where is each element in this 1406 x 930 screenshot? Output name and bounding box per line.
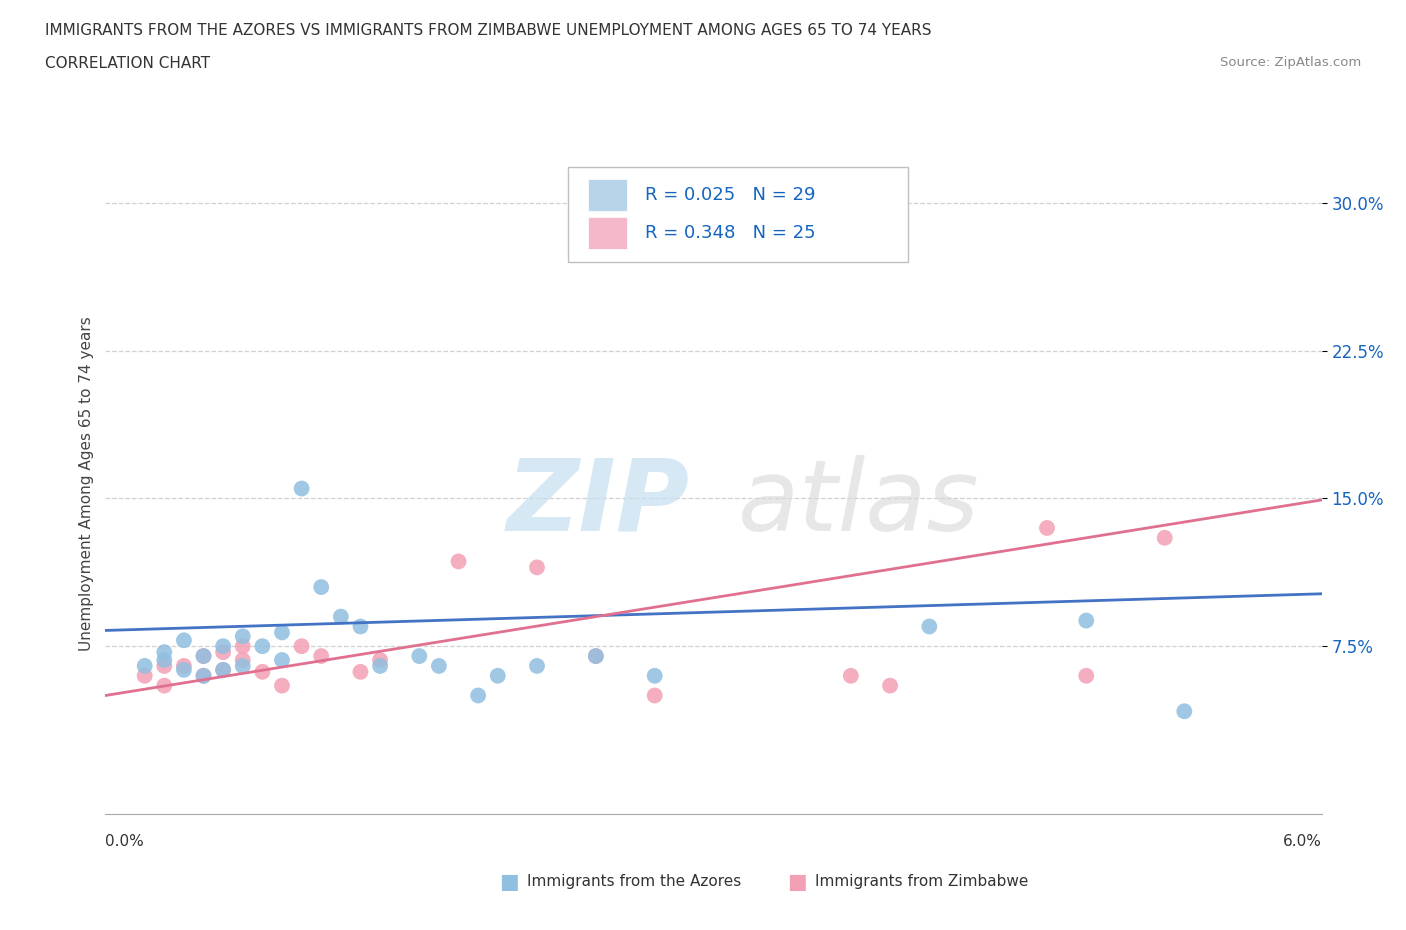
Bar (588, 217, 627, 248)
Point (252, 639, 274, 654)
Point (212, 639, 235, 654)
Text: R = 0.025   N = 29: R = 0.025 N = 29 (645, 186, 815, 204)
Point (368, 658, 391, 673)
Point (232, 653, 254, 668)
Point (1173, 704, 1195, 719)
Point (212, 662, 235, 677)
Point (349, 619, 371, 634)
Point (193, 648, 215, 663)
Point (212, 644, 235, 659)
Point (585, 648, 607, 663)
Point (585, 648, 607, 663)
Point (1036, 521, 1059, 536)
Point (839, 669, 862, 684)
Point (329, 609, 352, 624)
Text: 6.0%: 6.0% (1282, 834, 1322, 849)
Point (526, 658, 548, 673)
Point (879, 678, 901, 693)
Point (173, 632, 195, 647)
Point (173, 658, 195, 673)
Point (644, 688, 666, 703)
Point (309, 648, 332, 663)
Text: atlas: atlas (738, 455, 980, 551)
Text: Source: ZipAtlas.com: Source: ZipAtlas.com (1220, 56, 1361, 69)
Point (1076, 613, 1098, 628)
Point (173, 662, 195, 677)
Text: IMMIGRANTS FROM THE AZORES VS IMMIGRANTS FROM ZIMBABWE UNEMPLOYMENT AMONG AGES 6: IMMIGRANTS FROM THE AZORES VS IMMIGRANTS… (45, 23, 932, 38)
Point (153, 644, 176, 659)
Point (1153, 530, 1175, 545)
Text: CORRELATION CHART: CORRELATION CHART (45, 56, 209, 71)
Text: Immigrants from the Azores: Immigrants from the Azores (527, 874, 741, 889)
Text: R = 0.348   N = 25: R = 0.348 N = 25 (645, 224, 815, 242)
Point (134, 658, 156, 673)
Point (153, 658, 176, 673)
Point (486, 669, 509, 684)
Point (153, 653, 176, 668)
Bar (588, 179, 627, 211)
Point (291, 481, 314, 496)
Point (193, 669, 215, 684)
Text: 0.0%: 0.0% (105, 834, 145, 849)
Text: ■: ■ (499, 871, 519, 892)
Y-axis label: Unemployment Among Ages 65 to 74 years: Unemployment Among Ages 65 to 74 years (79, 316, 94, 651)
Point (271, 625, 294, 640)
Point (526, 560, 548, 575)
Point (232, 639, 254, 654)
Text: ■: ■ (787, 871, 807, 892)
Text: ZIP: ZIP (506, 455, 689, 551)
Point (368, 653, 391, 668)
Point (252, 664, 274, 679)
Point (271, 678, 294, 693)
Point (271, 653, 294, 668)
Point (309, 579, 332, 594)
Point (467, 688, 489, 703)
Point (232, 629, 254, 644)
Point (232, 658, 254, 673)
Point (447, 554, 470, 569)
Point (918, 619, 941, 634)
FancyBboxPatch shape (568, 166, 908, 262)
Point (408, 648, 430, 663)
Point (291, 639, 314, 654)
Point (193, 669, 215, 684)
Point (1076, 669, 1098, 684)
Point (427, 658, 450, 673)
Point (193, 648, 215, 663)
Point (134, 669, 156, 684)
Point (349, 664, 371, 679)
Text: Immigrants from Zimbabwe: Immigrants from Zimbabwe (815, 874, 1029, 889)
Point (212, 662, 235, 677)
Point (644, 669, 666, 684)
Point (153, 678, 176, 693)
